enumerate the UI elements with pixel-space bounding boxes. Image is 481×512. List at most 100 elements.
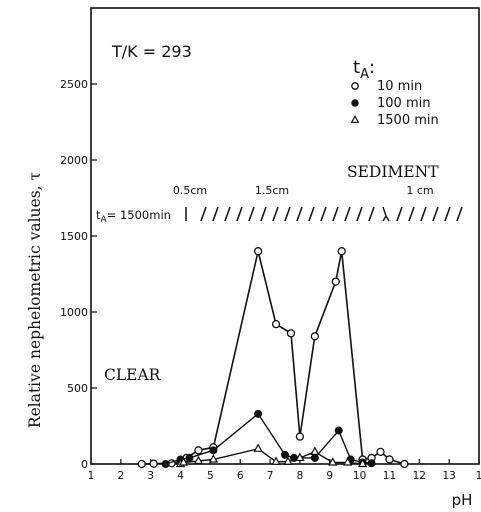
- hatch-mark: [344, 206, 351, 222]
- data-point-filled-circle: [254, 409, 263, 418]
- x-tick-label: 11: [383, 470, 396, 482]
- temperature-label: T/K = 293: [111, 42, 192, 61]
- x-axis-title: pH: [452, 491, 473, 509]
- legend: tA: 10 min 100 min 1500 min: [350, 57, 439, 128]
- plot-frame: [90, 7, 480, 465]
- hatch-mark: [272, 206, 279, 222]
- data-point-filled-circle: [334, 426, 343, 435]
- hatch-mark: [420, 206, 427, 222]
- hatch-mark: [320, 206, 327, 222]
- data-point-open-circle: [271, 320, 281, 329]
- x-tick-label: 8: [297, 470, 304, 482]
- x-tick-label: 10: [353, 470, 366, 482]
- band-label-1: 0.5cm: [173, 184, 207, 197]
- hatch-mark: [308, 206, 315, 222]
- x-axis: 1 2 3 4 5 6 7 8 9 10 11 12 13 1: [88, 459, 481, 482]
- series-line-10min: [141, 250, 405, 465]
- legend-label-10min: 10 min: [377, 79, 422, 94]
- series-layer: [137, 247, 409, 469]
- sediment-hatching: [185, 206, 463, 222]
- data-point-filled-circle: [161, 460, 170, 468]
- data-point-open-circle: [337, 247, 346, 256]
- data-point-open-circle: [295, 432, 305, 441]
- data-point-triangle: [350, 114, 360, 123]
- data-point-open-circle: [400, 459, 409, 469]
- hatch-mark: [284, 206, 291, 222]
- hatch-mark: [296, 206, 303, 222]
- data-point-triangle: [357, 458, 368, 468]
- data-point-triangle: [193, 455, 204, 465]
- hatch-mark: [456, 206, 463, 222]
- legend-label-1500min: 1500 min: [377, 113, 439, 128]
- x-tick-label: 2: [118, 470, 125, 482]
- data-point-triangle: [310, 446, 320, 455]
- data-point-filled-circle: [185, 453, 194, 462]
- band-label-2: 1.5cm: [255, 184, 289, 197]
- data-point-filled-circle: [310, 453, 319, 462]
- x-tick-label: 5: [207, 470, 214, 482]
- data-point-triangle: [328, 457, 338, 466]
- hatch-mark: [444, 206, 451, 222]
- y-axis-title: Relative nephelometric values, τ: [26, 172, 44, 428]
- y-axis: 0 500 1000 1500 2000 2500: [60, 78, 97, 471]
- y-tick-label: 1000: [60, 306, 88, 319]
- data-point-triangle: [178, 457, 189, 466]
- data-point-open-circle: [376, 447, 385, 456]
- x-tick-label: 6: [237, 470, 244, 482]
- x-tick-label: 9: [326, 470, 333, 482]
- sediment-row-prefix-sub: A: [101, 215, 108, 225]
- x-tick-label: 4: [177, 470, 184, 482]
- hatch-mark: [382, 206, 390, 222]
- data-point-filled-circle: [281, 450, 289, 459]
- hatch-mark: [200, 206, 207, 222]
- band-label-3: 1 cm: [406, 184, 433, 197]
- x-tick-label: 12: [413, 470, 426, 482]
- data-point-open-circle: [194, 446, 203, 455]
- data-point-open-circle: [351, 82, 359, 90]
- sediment-row-prefix: t: [96, 208, 101, 222]
- data-point-triangle: [283, 456, 293, 465]
- data-point-triangle: [295, 452, 305, 462]
- legend-heading-sub: A: [360, 67, 369, 82]
- y-tick-label: 1500: [60, 230, 88, 243]
- hatch-mark: [332, 206, 339, 222]
- hatch-mark: [368, 206, 375, 222]
- x-tick-label: 7: [267, 470, 274, 482]
- hatch-mark: [212, 206, 219, 222]
- hatch-mark: [396, 206, 403, 222]
- hatch-mark: [224, 206, 231, 222]
- hatch-mark: [356, 206, 363, 222]
- data-point-open-circle: [331, 277, 340, 286]
- legend-label-100min: 100 min: [377, 96, 430, 111]
- hatch-mark: [236, 206, 243, 222]
- sediment-row-label: tA= 1500min: [96, 208, 171, 225]
- data-point-open-circle: [310, 332, 319, 341]
- data-point-triangle: [343, 457, 353, 466]
- sediment-row-time: = 1500min: [107, 208, 171, 222]
- data-point-open-circle: [137, 459, 146, 469]
- x-tick-label: 1: [88, 470, 95, 482]
- data-point-open-circle: [149, 459, 158, 468]
- x-tick-label: 3: [147, 470, 154, 482]
- y-tick-label: 2000: [60, 154, 88, 167]
- y-tick-label: 2500: [60, 78, 88, 91]
- data-point-triangle: [208, 454, 219, 463]
- y-tick-label: 500: [67, 382, 88, 395]
- data-point-filled-circle: [351, 99, 359, 107]
- legend-heading: tA:: [353, 57, 375, 82]
- data-point-open-circle: [286, 329, 296, 338]
- clear-label: CLEAR: [104, 366, 162, 384]
- hatch-mark: [260, 206, 267, 222]
- data-point-triangle: [271, 456, 281, 465]
- y-axis-title-group: Relative nephelometric values, τ: [26, 172, 44, 428]
- legend-heading-main: t: [353, 57, 360, 78]
- x-tick-label: 1: [476, 470, 481, 482]
- data-point-filled-circle: [209, 446, 218, 455]
- sediment-label: SEDIMENT: [347, 163, 439, 181]
- data-point-open-circle: [253, 247, 263, 256]
- hatch-mark: [408, 206, 415, 222]
- data-point-open-circle: [385, 455, 394, 464]
- hatch-mark: [432, 206, 439, 222]
- legend-heading-colon: :: [369, 57, 375, 78]
